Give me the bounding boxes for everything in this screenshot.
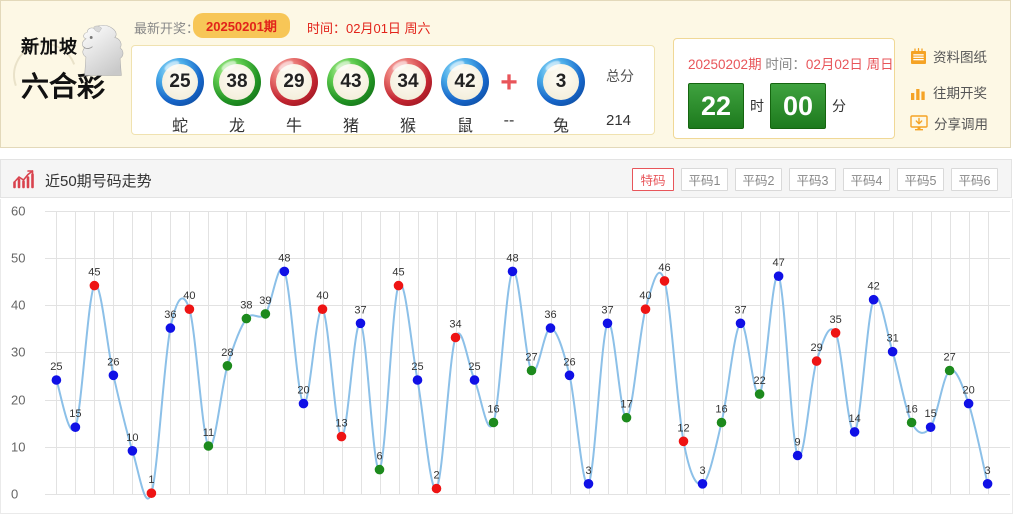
svg-text:13: 13 bbox=[335, 418, 347, 430]
svg-text:2: 2 bbox=[433, 470, 439, 482]
svg-text:40: 40 bbox=[183, 290, 195, 302]
svg-text:1: 1 bbox=[148, 474, 154, 486]
svg-text:48: 48 bbox=[506, 252, 518, 264]
svg-text:20: 20 bbox=[962, 385, 974, 397]
svg-text:3: 3 bbox=[985, 465, 991, 477]
svg-text:45: 45 bbox=[88, 267, 100, 279]
svg-text:16: 16 bbox=[905, 404, 917, 416]
svg-text:31: 31 bbox=[886, 333, 898, 345]
svg-text:29: 29 bbox=[810, 342, 822, 354]
svg-text:42: 42 bbox=[867, 281, 879, 293]
svg-text:9: 9 bbox=[795, 437, 801, 449]
svg-text:22: 22 bbox=[753, 375, 765, 387]
svg-text:35: 35 bbox=[829, 314, 841, 326]
svg-text:38: 38 bbox=[240, 300, 252, 312]
svg-text:27: 27 bbox=[525, 352, 537, 364]
svg-text:16: 16 bbox=[715, 404, 727, 416]
svg-text:37: 37 bbox=[354, 304, 366, 316]
svg-text:25: 25 bbox=[411, 361, 423, 373]
svg-text:25: 25 bbox=[50, 361, 62, 373]
svg-text:40: 40 bbox=[639, 290, 651, 302]
svg-text:37: 37 bbox=[734, 304, 746, 316]
svg-text:26: 26 bbox=[107, 356, 119, 368]
svg-text:10: 10 bbox=[126, 432, 138, 444]
svg-text:37: 37 bbox=[601, 304, 613, 316]
svg-text:46: 46 bbox=[658, 262, 670, 274]
svg-text:12: 12 bbox=[677, 422, 689, 434]
svg-text:15: 15 bbox=[924, 408, 936, 420]
svg-text:17: 17 bbox=[620, 399, 632, 411]
svg-text:26: 26 bbox=[563, 356, 575, 368]
svg-text:16: 16 bbox=[487, 404, 499, 416]
svg-text:48: 48 bbox=[278, 252, 290, 264]
svg-text:25: 25 bbox=[468, 361, 480, 373]
svg-text:40: 40 bbox=[316, 290, 328, 302]
svg-text:11: 11 bbox=[203, 427, 214, 439]
svg-text:27: 27 bbox=[943, 352, 955, 364]
svg-text:39: 39 bbox=[259, 295, 271, 307]
svg-text:20: 20 bbox=[297, 385, 309, 397]
svg-text:45: 45 bbox=[392, 267, 404, 279]
svg-text:34: 34 bbox=[449, 319, 461, 331]
svg-text:36: 36 bbox=[164, 309, 176, 321]
svg-text:28: 28 bbox=[221, 347, 233, 359]
svg-text:3: 3 bbox=[585, 465, 591, 477]
svg-text:15: 15 bbox=[69, 408, 81, 420]
svg-text:3: 3 bbox=[699, 465, 705, 477]
svg-text:14: 14 bbox=[848, 413, 860, 425]
svg-text:36: 36 bbox=[544, 309, 556, 321]
svg-text:47: 47 bbox=[772, 257, 784, 269]
svg-text:6: 6 bbox=[376, 451, 382, 463]
